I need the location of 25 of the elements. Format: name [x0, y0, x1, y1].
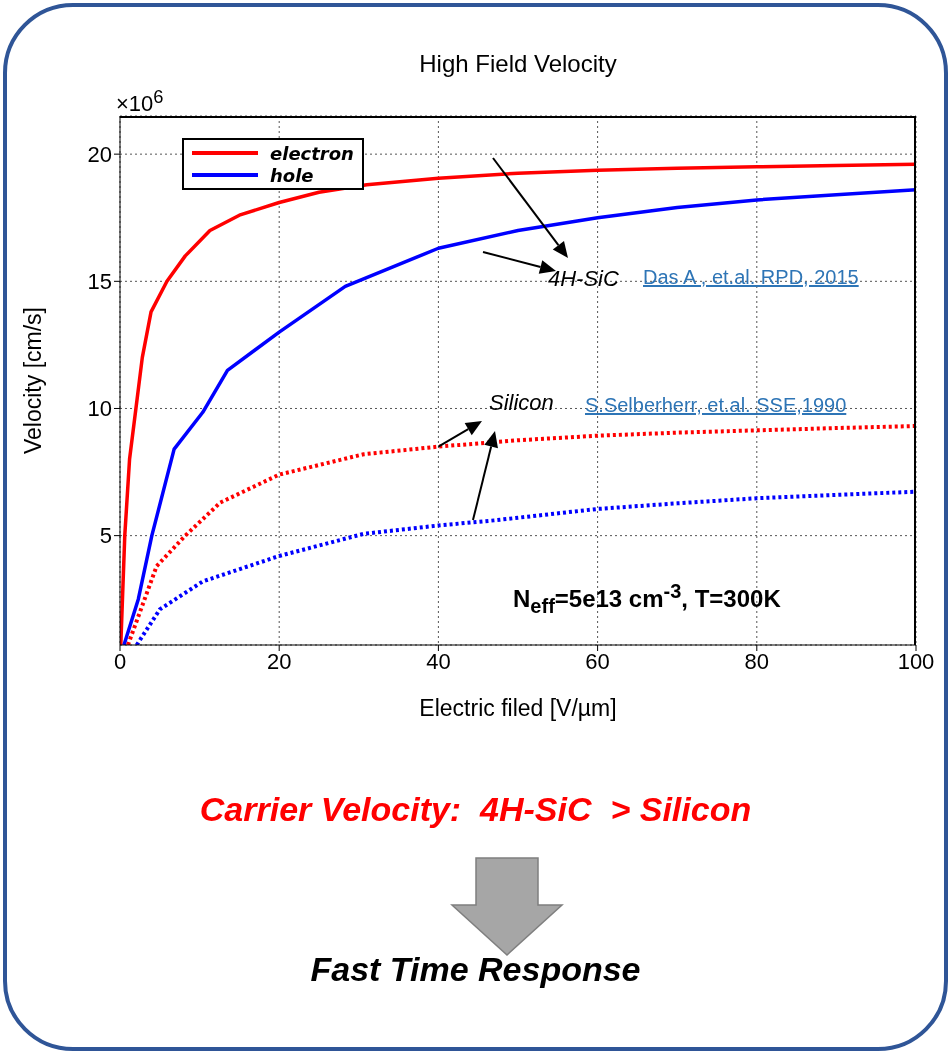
annotation: 4H-SiC	[548, 266, 619, 292]
x-tick-label: 0	[113, 648, 127, 674]
x-tick-label: 20	[266, 648, 292, 674]
x-tick-label: 100	[897, 648, 935, 674]
annotation: ×10$^{6}$	[116, 86, 164, 118]
legend-label: electron	[270, 142, 354, 164]
annotation: N$_{eff}$=5e13 cm$^{-3}$, T=300K	[513, 580, 781, 618]
annotation: Das A , et.al. RPD, 2015	[643, 266, 859, 289]
text: Carrier Velocity: 4H-SiC > Silicon	[198, 790, 753, 829]
legend-label: hole	[270, 164, 314, 186]
line-series	[134, 489, 916, 645]
chart-title: High Field Velocity	[418, 50, 618, 78]
y-tick-label: 20	[87, 141, 112, 167]
x-tick-label: 60	[585, 648, 610, 674]
annotation: Silicon	[489, 390, 554, 416]
y-tick-label: 5	[99, 523, 112, 549]
text: Fast Time Response	[309, 950, 642, 989]
annotation: S.Selberherr, et.al. SSE,1990	[585, 394, 847, 417]
x-tick-label: 80	[744, 648, 770, 674]
y-tick-label: 10	[87, 396, 112, 422]
y-axis-title: Velocity [cm/s]	[19, 305, 47, 456]
line-series	[125, 424, 916, 645]
x-axis-title: Electric filed [V/µm]	[418, 695, 618, 722]
x-tick-label: 40	[426, 648, 451, 674]
y-tick-label: 15	[87, 269, 112, 295]
